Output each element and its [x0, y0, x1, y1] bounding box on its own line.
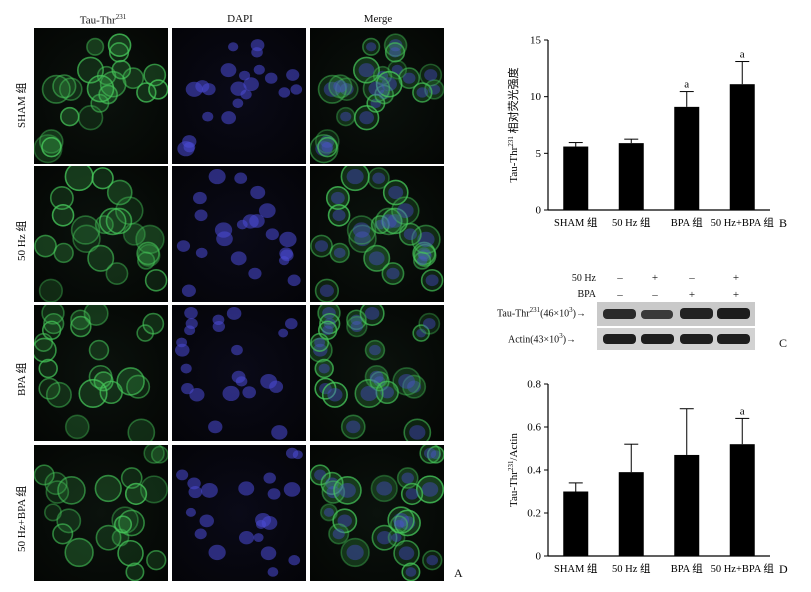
y-tick-label: 0.8 — [527, 379, 541, 391]
micrograph-r2-c2 — [172, 166, 306, 302]
bar — [729, 84, 755, 210]
micrograph-r3-c1 — [34, 305, 168, 441]
category-label: BPA 组 — [671, 216, 704, 229]
significance-label: a — [684, 79, 689, 91]
sign-50hz-3: – — [689, 272, 695, 284]
bar — [674, 106, 700, 210]
bar — [674, 454, 700, 556]
bar — [563, 146, 589, 210]
micrograph-r3-c3 — [310, 305, 444, 441]
micrograph-r1-c1 — [34, 28, 168, 164]
sign-bpa-3: + — [688, 289, 696, 301]
sign-bpa-4: + — [732, 289, 740, 301]
category-label: 50 Hz 组 — [612, 562, 651, 575]
band-tau-1 — [603, 309, 636, 319]
panel-letter: D — [779, 562, 788, 576]
blot-strip-actin — [597, 328, 755, 350]
y-tick-label: 0.6 — [527, 422, 541, 434]
panel-letter: B — [779, 216, 787, 230]
column-title-merge: Merge — [363, 13, 393, 25]
column-title-tau: Tau-Thr231 — [79, 13, 127, 27]
category-label: 50 Hz+BPA 组 — [711, 216, 775, 229]
y-tick-label: 5 — [536, 148, 542, 160]
micrograph-r4-c1 — [34, 445, 168, 581]
micrograph-r2-c1 — [34, 166, 168, 302]
micrograph-r3-c2 — [172, 305, 306, 441]
category-label: 50 Hz 组 — [612, 216, 651, 229]
chart-d-ratio: 0 0.2 0.4 0.6 0.8 SHAM 组 50 Hz 组 BPA 组 a 50 Hz+BP… — [507, 379, 788, 577]
chart-b-fluorescence: 0 5 10 15 SHAM 组 50 Hz 组 a BPA 组 a 50 Hz+BPA 组 Tau… — [506, 35, 787, 231]
row-label-bpa: BPA 组 — [16, 362, 28, 396]
band-tau-3 — [680, 308, 713, 319]
panel-letter-c: C — [779, 336, 788, 350]
y-tick-label: 0.4 — [527, 465, 541, 477]
bar — [618, 472, 644, 556]
row-label-sham: SHAM 组 — [16, 82, 28, 128]
band-actin-3 — [680, 334, 713, 344]
band-tau-4 — [717, 308, 750, 319]
sign-bpa-1: – — [617, 289, 623, 301]
y-tick-label: 0 — [536, 205, 542, 217]
micrograph-r1-c2 — [172, 28, 306, 164]
micrograph-r1-c3 — [310, 28, 444, 164]
sign-50hz-2: + — [651, 272, 659, 284]
y-tick-label: 15 — [530, 35, 542, 47]
panel-letter-a: A — [454, 566, 463, 580]
bar — [563, 491, 589, 556]
band-label-actin: Actin(43×103)→ — [508, 332, 577, 346]
sign-50hz-1: – — [617, 272, 623, 284]
blot-strip-tau — [597, 302, 755, 326]
row-label-50hz-bpa: 50 Hz+BPA 组 — [16, 485, 28, 552]
band-label-tau: Tau-Thr231(46×103)→ — [497, 306, 586, 320]
category-label: SHAM 组 — [554, 216, 598, 229]
category-label: BPA 组 — [671, 562, 704, 575]
micrograph-r4-c3 — [310, 445, 444, 581]
y-tick-label: 0.2 — [527, 508, 541, 520]
significance-label: a — [740, 49, 745, 61]
category-label: 50 Hz+BPA 组 — [711, 562, 775, 575]
y-axis-label: Tau-Thr231/Actin — [507, 433, 520, 507]
sign-bpa-2: – — [652, 289, 658, 301]
sign-50hz-4: + — [732, 272, 740, 284]
column-title-dapi: DAPI — [227, 13, 253, 25]
band-actin-4 — [717, 334, 750, 344]
micrograph-r2-c3 — [310, 166, 444, 302]
factor-label-bpa: BPA — [577, 289, 596, 300]
y-tick-label: 10 — [530, 91, 542, 103]
significance-label: a — [740, 405, 745, 417]
factor-label-50hz: 50 Hz — [571, 273, 596, 284]
y-tick-label: 0 — [536, 551, 542, 563]
band-actin-1 — [603, 334, 636, 344]
category-label: SHAM 组 — [554, 562, 598, 575]
micrograph-r4-c2 — [172, 445, 306, 581]
row-label-50hz: 50 Hz 组 — [16, 220, 28, 261]
band-actin-2 — [641, 334, 674, 344]
y-axis-label: Tau-Thr231 相对荧光强度 — [506, 67, 520, 182]
band-tau-2 — [641, 310, 673, 319]
bar — [618, 143, 644, 210]
bar — [729, 444, 755, 556]
